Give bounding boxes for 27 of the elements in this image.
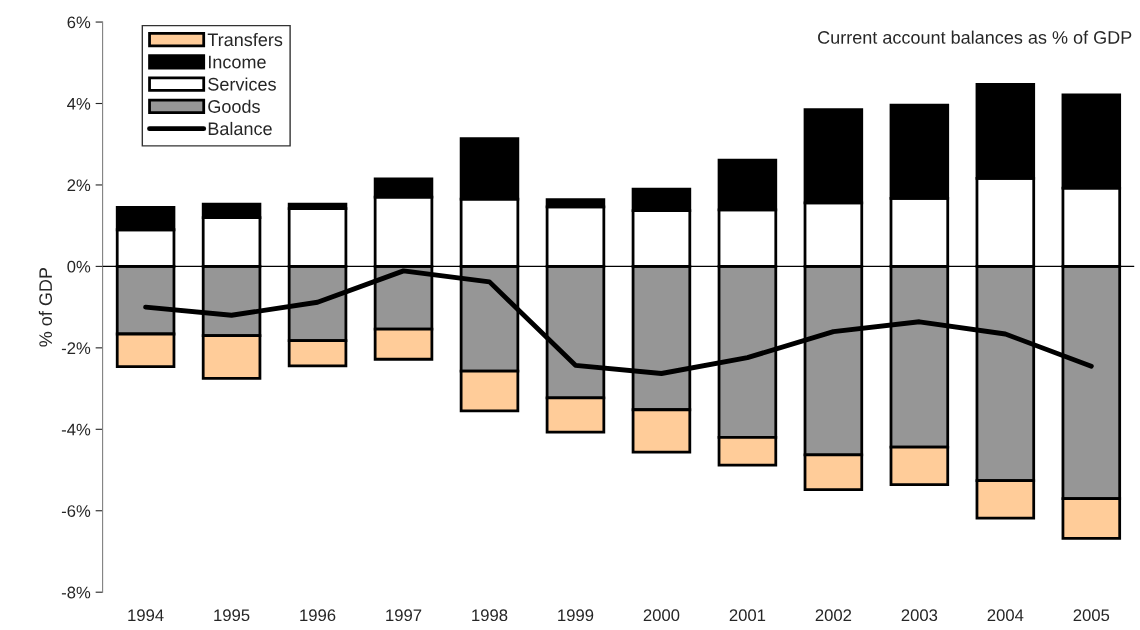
x-tick-label: 2005	[1073, 609, 1110, 622]
x-tick-label: 1998	[472, 609, 508, 622]
y-tick-label: -2%	[61, 342, 91, 354]
x-tick-label: 2001	[729, 609, 766, 622]
y-tick-label: 2%	[67, 179, 91, 192]
x-tick-label: 2004	[987, 609, 1024, 622]
legend-label: Balance	[208, 121, 272, 136]
legend-label: Services	[208, 77, 276, 91]
x-tick-label: 2000	[643, 609, 680, 622]
x-tick-label: 2003	[901, 609, 938, 622]
x-tick-label: 1997	[386, 609, 422, 622]
x-tick-label: 1996	[300, 609, 336, 622]
y-tick-label: -4%	[61, 423, 91, 436]
y-tick-label: 4%	[67, 97, 91, 110]
legend-label: Transfers	[207, 32, 283, 47]
y-axis-title: % of GDP	[38, 267, 53, 347]
chart-title: Current account balances as % of GDP	[818, 30, 1132, 44]
x-tick-label: 1995	[214, 609, 250, 622]
x-tick-label: 1994	[128, 609, 164, 622]
legend-label: Goods	[208, 99, 260, 113]
x-tick-label: 2002	[815, 609, 852, 622]
x-tick-label: 1999	[558, 609, 594, 622]
y-tick-label: -6%	[61, 505, 91, 517]
y-tick-label: 0%	[67, 260, 91, 273]
y-tick-label: 6%	[67, 16, 91, 29]
legend-label: Income	[208, 55, 266, 69]
y-tick-label: -8%	[61, 586, 91, 599]
